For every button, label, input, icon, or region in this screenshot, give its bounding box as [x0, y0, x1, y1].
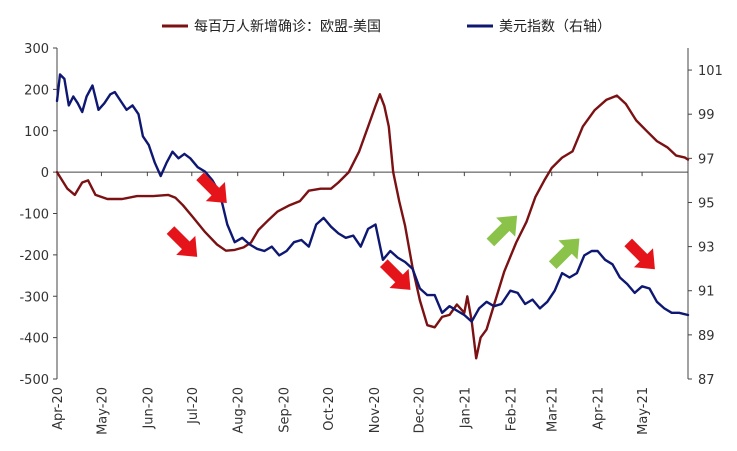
x-tick-label: Sep-20	[278, 387, 293, 433]
x-tick-label: Oct-20	[322, 387, 337, 431]
right-tick-label: 97	[698, 152, 715, 167]
right-axis-ticks: 101 99 97 95 93 91 89 87	[688, 64, 723, 388]
axes	[56, 48, 689, 379]
arrow-down-right-icon	[166, 226, 198, 257]
x-tick-label: May-20	[95, 387, 110, 435]
left-tick-label: -200	[19, 249, 49, 264]
right-tick-label: 99	[698, 108, 715, 123]
legend-label-cases: 每百万人新增确诊：欧盟-美国	[194, 19, 381, 35]
right-tick-label: 95	[698, 196, 715, 211]
series-line-dxy	[55, 73, 690, 323]
x-tick-label: Nov-20	[368, 387, 383, 433]
x-tick-label: Dec-20	[412, 387, 427, 433]
left-tick-label: 100	[24, 125, 49, 140]
legend: 每百万人新增确诊：欧盟-美国 美元指数（右轴）	[162, 19, 611, 35]
left-tick-label: -400	[19, 332, 49, 347]
left-tick-label: 0	[41, 166, 49, 181]
arrow-up-right-icon	[486, 215, 518, 247]
left-tick-label: 300	[24, 42, 49, 57]
x-tick-label: Jun-20	[141, 387, 156, 430]
x-tick-label: Jan-21	[458, 387, 473, 429]
arrow-down-right-icon	[624, 238, 655, 270]
x-tick-label: Aug-20	[232, 387, 247, 434]
left-tick-label: -500	[19, 373, 49, 388]
arrow-up-right-icon	[548, 238, 580, 270]
left-tick-label: 200	[24, 83, 49, 98]
arrow-down-right-icon	[379, 259, 411, 290]
x-tick-label: Apr-20	[51, 387, 66, 430]
x-tick-label: May-21	[636, 387, 651, 435]
x-tick-label: Apr-21	[592, 387, 607, 430]
annotation-arrows	[166, 172, 655, 290]
left-axis-ticks: 300 200 100 0 -100 -200 -300 -400 -500	[19, 42, 57, 388]
right-tick-label: 91	[698, 285, 715, 300]
right-tick-label: 93	[698, 241, 715, 256]
right-tick-label: 89	[698, 329, 715, 344]
x-tick-label: Mar-21	[546, 387, 561, 432]
legend-label-dxy: 美元指数（右轴）	[499, 19, 611, 35]
right-tick-label: 101	[698, 64, 723, 79]
left-tick-label: -300	[19, 290, 49, 305]
left-tick-label: -100	[19, 208, 49, 223]
right-tick-label: 87	[698, 373, 715, 388]
series-line-cases	[55, 93, 690, 360]
x-tick-label: Jul-20	[186, 387, 201, 425]
series-lines	[55, 73, 690, 360]
arrow-down-right-icon	[196, 172, 227, 204]
x-tick-label: Feb-21	[504, 387, 519, 431]
x-axis-ticks: Apr-20 May-20 Jun-20 Jul-20 Aug-20 Sep-20 Oct-…	[51, 172, 651, 435]
